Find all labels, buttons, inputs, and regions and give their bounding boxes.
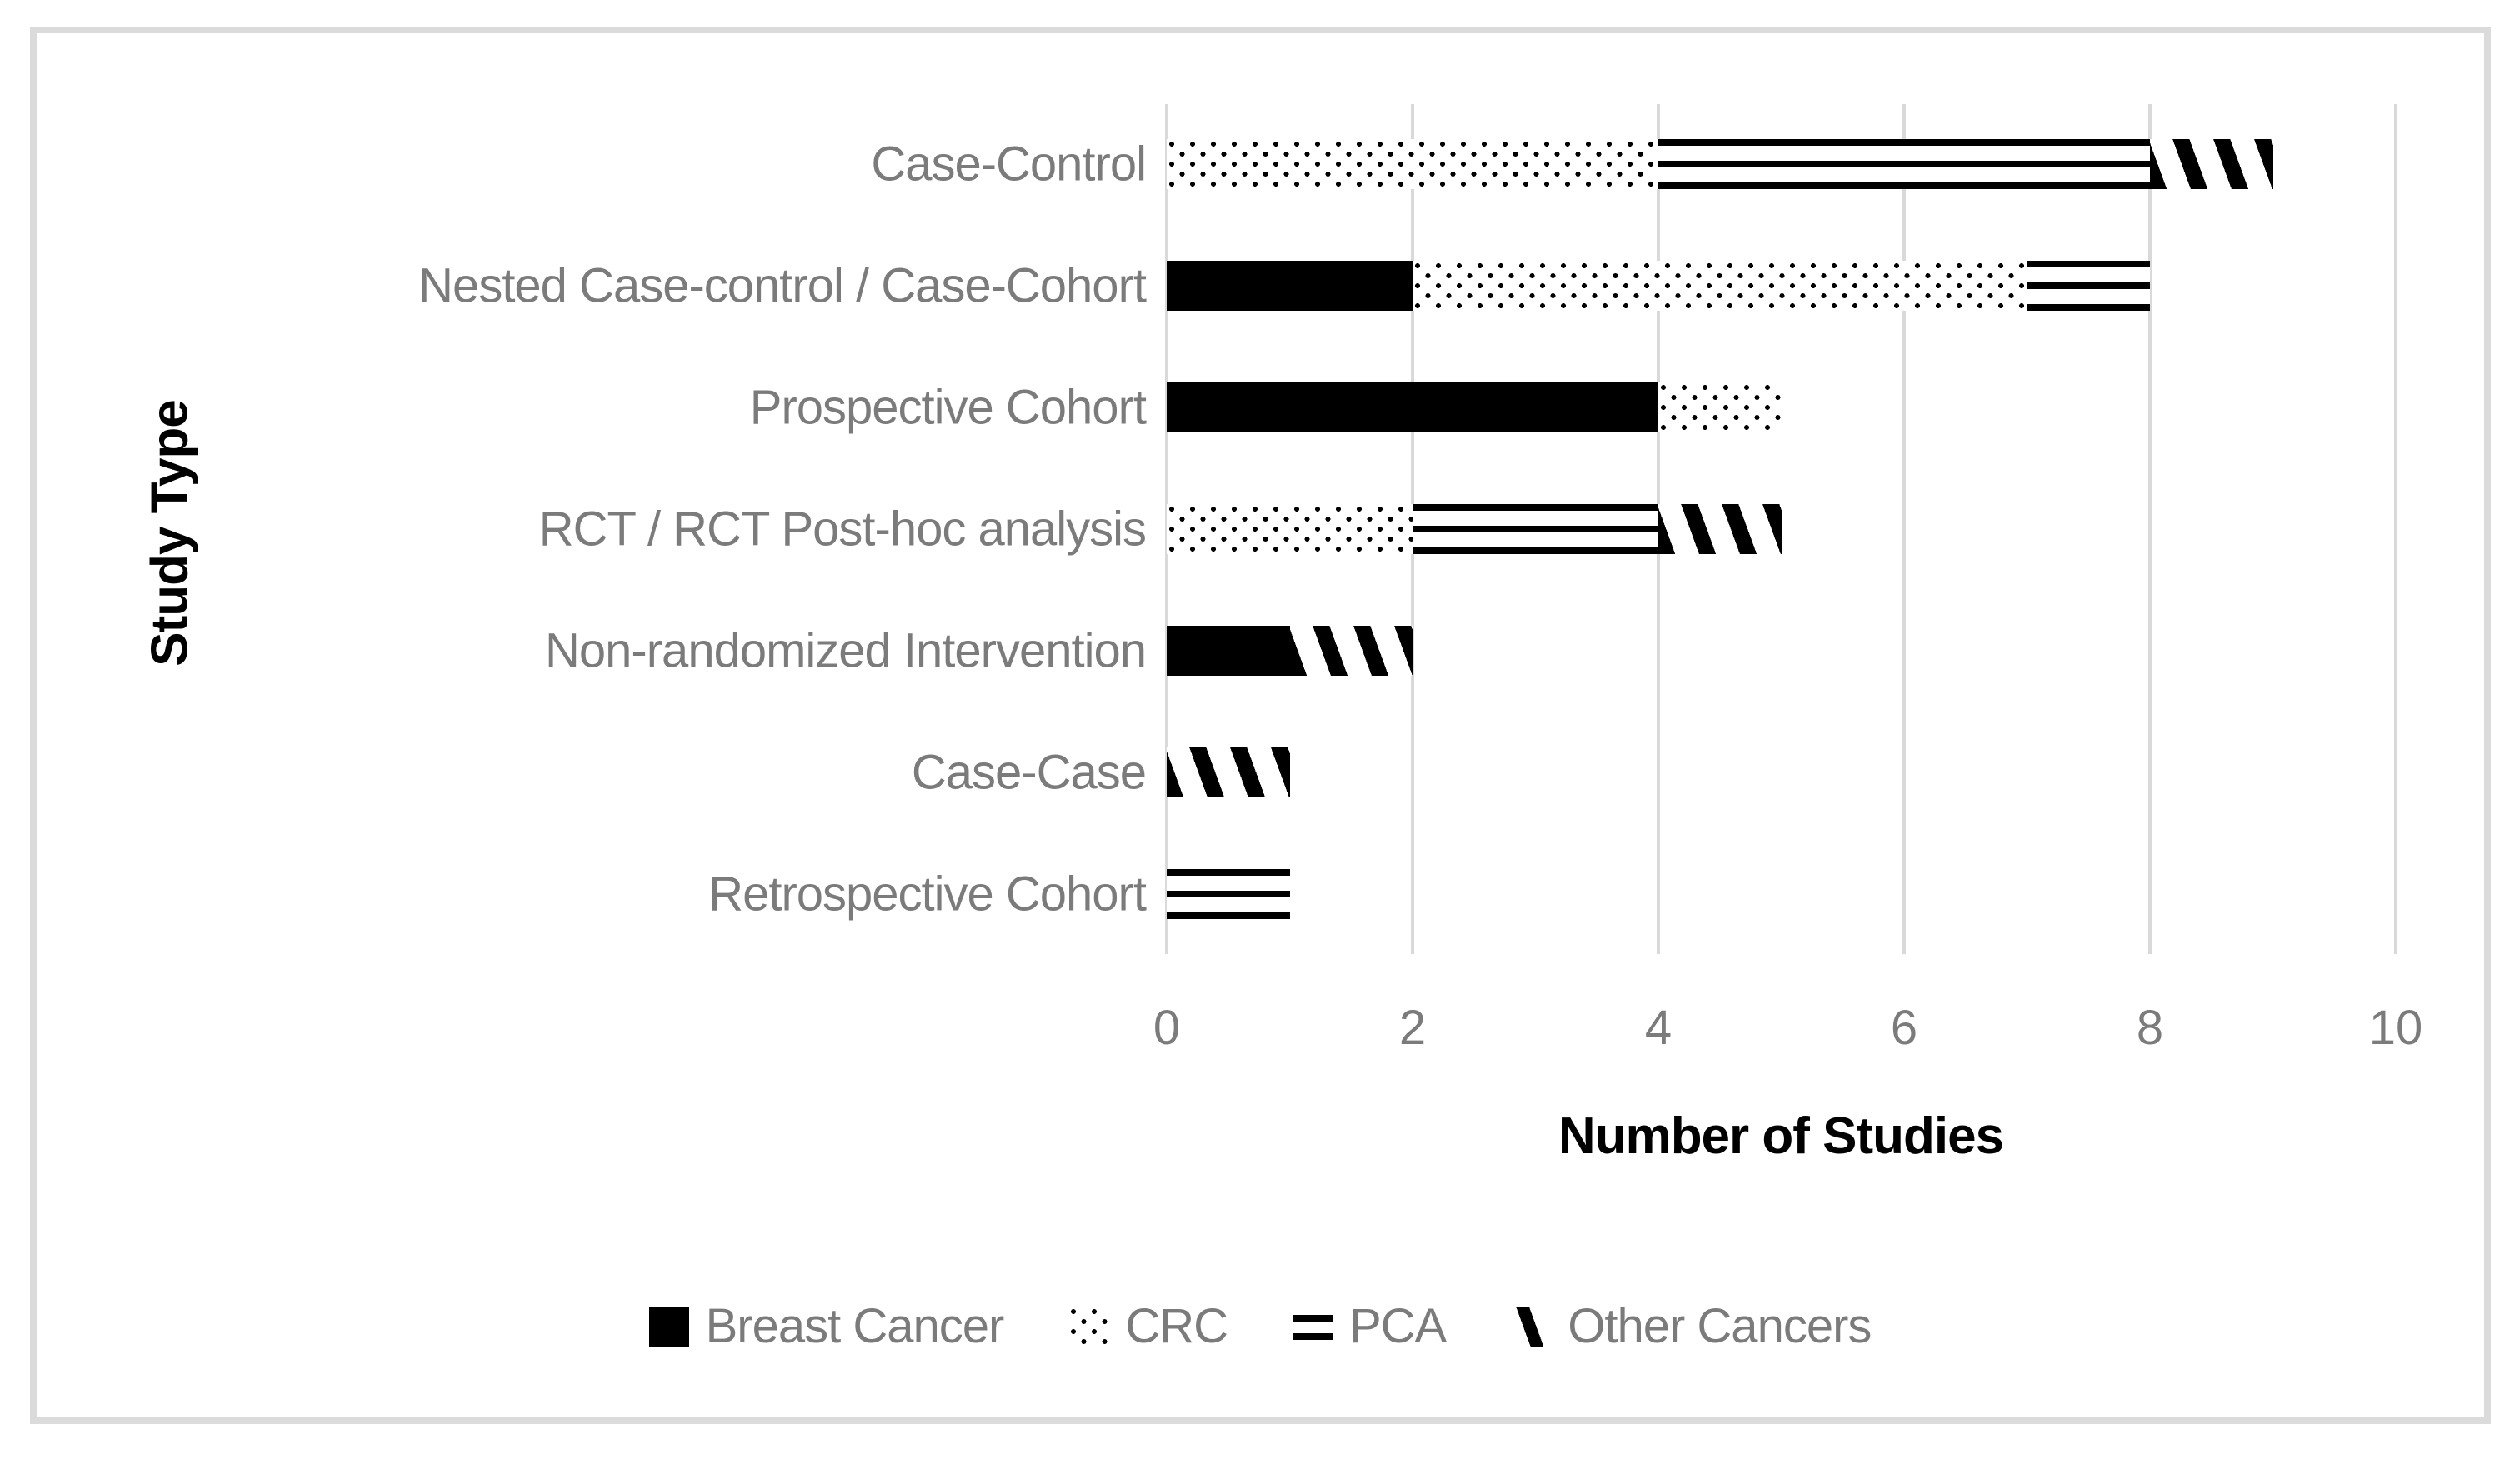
bar-row — [1167, 869, 1290, 919]
x-tick-label: 0 — [1152, 1001, 1181, 1055]
category-label: Case-Control — [871, 137, 1147, 192]
grid-line — [1902, 104, 1906, 954]
legend-swatch-crc — [1068, 1306, 1109, 1347]
x-tick-label: 10 — [2368, 1001, 2423, 1055]
y-axis-title: Study Type — [141, 400, 199, 667]
figure-frame — [30, 27, 2491, 1424]
legend-label: CRC — [1125, 1299, 1228, 1353]
legend-item: CRC — [1068, 1298, 1228, 1354]
legend-item: PCA — [1292, 1298, 1447, 1354]
bar-row — [1167, 139, 2273, 189]
bar-segment-pca — [1658, 139, 2150, 189]
x-tick-label: 4 — [1644, 1001, 1672, 1055]
bar-row — [1167, 626, 1412, 676]
category-label: RCT / RCT Post-hoc analysis — [538, 502, 1147, 557]
legend-swatch-breast-cancer — [648, 1306, 689, 1347]
bar-segment-crc — [1167, 504, 1412, 554]
legend-item: Other Cancers — [1511, 1298, 1872, 1354]
legend-label: PCA — [1348, 1299, 1447, 1353]
bar-segment-pca — [1412, 504, 1658, 554]
grid-line — [2394, 104, 2398, 954]
x-tick-label: 6 — [1890, 1001, 1918, 1055]
category-label: Nested Case-control / Case-Cohort — [418, 258, 1147, 313]
bar-row — [1167, 504, 1782, 554]
legend: Breast Cancer CRC PCA Other Cancers — [0, 1298, 2520, 1354]
category-label: Retrospective Cohort — [708, 867, 1147, 922]
bar-row — [1167, 747, 1290, 797]
bar-row — [1167, 261, 2150, 311]
legend-swatch-other-cancers — [1511, 1306, 1552, 1347]
bar-segment-crc — [1412, 261, 2028, 311]
bar-segment-other-cancers — [2150, 139, 2273, 189]
bar-segment-crc — [1658, 382, 1782, 432]
bar-row — [1167, 382, 1782, 432]
bar-segment-breast-cancer — [1167, 261, 1412, 311]
bar-segment-crc — [1167, 139, 1658, 189]
bar-segment-pca — [1167, 869, 1290, 919]
grid-line — [2148, 104, 2152, 954]
bar-segment-other-cancers — [1289, 626, 1412, 676]
legend-label: Breast Cancer — [705, 1299, 1005, 1353]
legend-label: Other Cancers — [1568, 1299, 1872, 1353]
legend-item: Breast Cancer — [648, 1298, 1005, 1354]
bar-segment-other-cancers — [1658, 504, 1782, 554]
bar-segment-breast-cancer — [1167, 382, 1658, 432]
category-label: Non-randomized Intervention — [545, 623, 1147, 678]
x-tick-label: 8 — [2136, 1001, 2164, 1055]
bar-segment-breast-cancer — [1167, 626, 1290, 676]
category-label: Case-Case — [911, 745, 1147, 800]
x-tick-label: 2 — [1398, 1001, 1427, 1055]
legend-swatch-pca — [1292, 1306, 1332, 1347]
x-axis-title: Number of Studies — [1558, 1107, 2004, 1165]
bar-segment-pca — [2027, 261, 2150, 311]
bar-segment-other-cancers — [1167, 747, 1290, 797]
category-label: Prospective Cohort — [749, 380, 1147, 435]
